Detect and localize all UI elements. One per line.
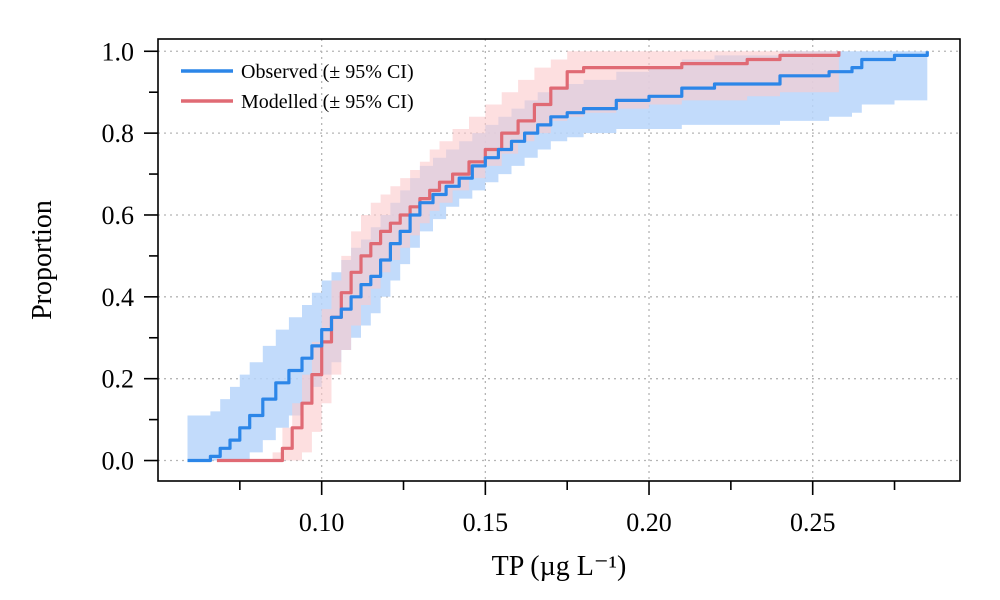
y-axis-title: Proportion	[27, 200, 58, 320]
y-tick-label: 1.0	[102, 37, 135, 66]
legend-label-observed: Observed (± 95% CI)	[241, 61, 414, 83]
y-tick-label: 0.0	[102, 447, 135, 476]
x-tick-label: 0.15	[463, 508, 509, 537]
series-line-observed	[187, 51, 929, 463]
y-tick-label: 0.8	[102, 119, 135, 148]
ci-band-observed	[187, 51, 928, 461]
series-line-layer	[187, 51, 929, 463]
plot-frame	[157, 38, 961, 482]
y-tick-label: 0.4	[102, 283, 135, 312]
legend: Observed (± 95% CI) Modelled (± 95% CI)	[181, 61, 414, 113]
legend-label-modelled: Modelled (± 95% CI)	[241, 91, 414, 113]
x-tick-label: 0.10	[299, 508, 345, 537]
x-axis-title: TP (µg L⁻¹)	[492, 551, 627, 582]
tick-layer: 0.10 0.15 0.20 0.25 0.0 0.2 0.4 0.6 0.8 1.0	[102, 37, 896, 537]
y-tick-label: 0.6	[102, 201, 135, 230]
x-tick-label: 0.20	[626, 508, 672, 537]
y-tick-label: 0.2	[102, 365, 135, 394]
x-tick-label: 0.25	[790, 508, 836, 537]
